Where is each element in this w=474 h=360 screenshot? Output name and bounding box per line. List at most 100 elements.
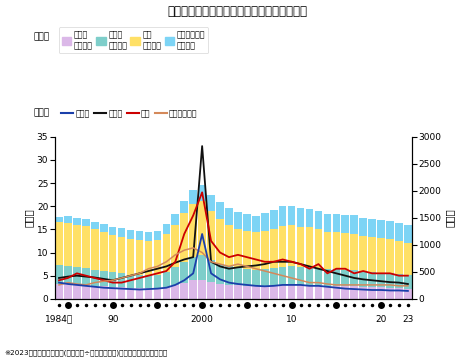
Bar: [341, 286, 349, 299]
Bar: [324, 214, 331, 232]
Bar: [350, 270, 358, 287]
Bar: [109, 235, 117, 272]
Bar: [145, 275, 152, 288]
Bar: [324, 232, 331, 269]
Bar: [261, 286, 269, 299]
Bar: [234, 229, 242, 268]
Bar: [154, 240, 161, 275]
Bar: [190, 190, 197, 204]
Bar: [404, 225, 412, 243]
Bar: [377, 273, 385, 287]
Bar: [225, 285, 233, 299]
Bar: [315, 229, 322, 268]
Y-axis label: （人）: （人）: [445, 208, 455, 227]
Bar: [163, 272, 170, 287]
Bar: [386, 239, 394, 274]
Bar: [270, 285, 277, 299]
Bar: [207, 260, 215, 282]
Bar: [91, 286, 99, 299]
Bar: [315, 211, 322, 229]
Bar: [395, 241, 403, 274]
Bar: [127, 288, 134, 299]
Bar: [270, 229, 277, 268]
Bar: [279, 285, 286, 299]
Bar: [252, 270, 260, 287]
Bar: [181, 261, 188, 283]
Bar: [359, 287, 367, 299]
Bar: [145, 241, 152, 275]
Bar: [297, 227, 304, 267]
Bar: [404, 243, 412, 275]
Bar: [154, 275, 161, 288]
Bar: [82, 268, 90, 285]
Bar: [198, 255, 206, 280]
Bar: [395, 274, 403, 288]
Bar: [172, 225, 179, 267]
Bar: [55, 265, 63, 284]
Bar: [91, 222, 99, 229]
Bar: [118, 274, 126, 287]
Bar: [270, 210, 277, 229]
Bar: [109, 287, 117, 299]
Bar: [243, 269, 251, 286]
Bar: [73, 218, 81, 225]
Bar: [64, 216, 72, 222]
Bar: [368, 237, 376, 272]
Bar: [100, 232, 108, 271]
Bar: [82, 219, 90, 226]
Bar: [243, 214, 251, 231]
Bar: [73, 267, 81, 284]
Bar: [73, 284, 81, 299]
Bar: [64, 284, 72, 299]
Bar: [386, 274, 394, 288]
Bar: [306, 209, 313, 227]
Bar: [386, 288, 394, 299]
Bar: [341, 270, 349, 286]
Bar: [64, 222, 72, 266]
Bar: [395, 223, 403, 241]
Bar: [163, 287, 170, 299]
Text: （倍）: （倍）: [34, 108, 50, 117]
Bar: [297, 285, 304, 299]
Bar: [190, 204, 197, 257]
Bar: [216, 219, 224, 264]
Bar: [145, 288, 152, 299]
Bar: [118, 287, 126, 299]
Bar: [261, 231, 269, 269]
Bar: [136, 231, 143, 240]
Bar: [82, 285, 90, 299]
Bar: [377, 287, 385, 299]
Bar: [377, 238, 385, 273]
Bar: [350, 215, 358, 234]
Bar: [386, 221, 394, 239]
Bar: [341, 233, 349, 270]
Bar: [136, 288, 143, 299]
Bar: [395, 288, 403, 299]
Bar: [118, 228, 126, 237]
Bar: [127, 274, 134, 288]
Bar: [288, 225, 295, 266]
Bar: [288, 285, 295, 299]
Bar: [225, 266, 233, 285]
Bar: [73, 225, 81, 267]
Bar: [127, 239, 134, 274]
Bar: [225, 225, 233, 266]
Bar: [136, 275, 143, 288]
Bar: [404, 289, 412, 299]
Bar: [368, 287, 376, 299]
Bar: [55, 222, 63, 265]
Bar: [127, 230, 134, 239]
Bar: [315, 285, 322, 299]
Bar: [377, 220, 385, 238]
Bar: [64, 266, 72, 284]
Bar: [181, 283, 188, 299]
Bar: [359, 236, 367, 272]
Bar: [163, 234, 170, 272]
Bar: [154, 288, 161, 299]
Bar: [91, 229, 99, 270]
Text: ※2023年度の志願倍率は(出願者数÷採用予定者数)で算出。年度は採用年度: ※2023年度の志願倍率は(出願者数÷採用予定者数)で算出。年度は採用年度: [5, 350, 168, 356]
Bar: [234, 268, 242, 285]
Bar: [154, 231, 161, 240]
Bar: [91, 270, 99, 286]
Bar: [333, 214, 340, 232]
